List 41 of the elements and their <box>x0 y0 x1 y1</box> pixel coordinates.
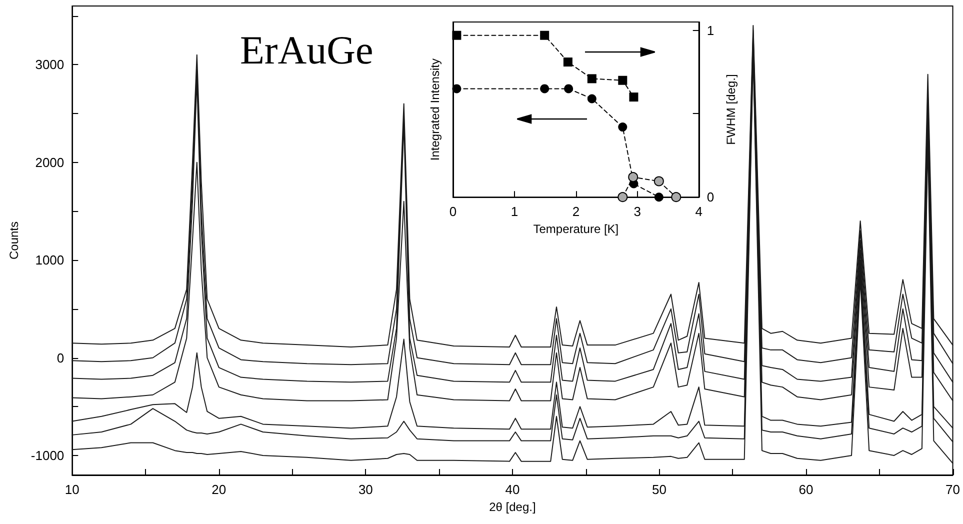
point <box>618 122 628 132</box>
x-tick-label: 2 <box>572 204 580 220</box>
y-axis-title: Counts <box>7 221 21 260</box>
x-tick-label: 3 <box>634 204 642 220</box>
point <box>587 74 596 84</box>
x-axis-title: Temperature [K] <box>533 222 619 236</box>
y-axis-title: Integrated Intensity <box>428 58 442 161</box>
x-axis-title: 2θ [deg.] <box>489 500 536 514</box>
point <box>587 94 596 104</box>
point <box>671 192 682 202</box>
x-tick-label: 60 <box>798 482 814 497</box>
y2-axis-title: FWHM [deg.] <box>724 74 738 145</box>
x-tick-label: 30 <box>358 482 373 497</box>
x-tick-label: 50 <box>652 482 666 497</box>
x-tick-label: 40 <box>505 482 520 497</box>
y-tick-label: 3000 <box>35 57 64 72</box>
point <box>654 192 664 202</box>
point <box>629 92 638 102</box>
x-tick-label: 70 <box>946 482 960 497</box>
point <box>628 172 638 182</box>
y-tick-label: 1000 <box>35 252 64 268</box>
y2-tick-label: 0 <box>706 190 714 205</box>
point <box>452 30 462 40</box>
y-tick-label: -1000 <box>30 448 64 463</box>
x-tick-label: 0 <box>449 204 457 220</box>
x-tick-label: 4 <box>695 204 702 220</box>
y2-tick-label: 1 <box>706 22 714 38</box>
x-tick-label: 10 <box>64 482 80 497</box>
point <box>564 84 574 94</box>
point <box>618 192 628 202</box>
point <box>452 84 462 94</box>
point <box>654 176 664 186</box>
point <box>618 76 628 85</box>
y-tick-label: 0 <box>56 350 64 366</box>
point <box>563 58 572 67</box>
y-tick-label: 2000 <box>35 154 64 170</box>
point <box>540 30 550 40</box>
x-tick-label: 1 <box>510 204 518 220</box>
point <box>540 84 550 94</box>
annotation: ErAuGe <box>240 28 374 72</box>
x-tick-label: 20 <box>212 482 226 497</box>
